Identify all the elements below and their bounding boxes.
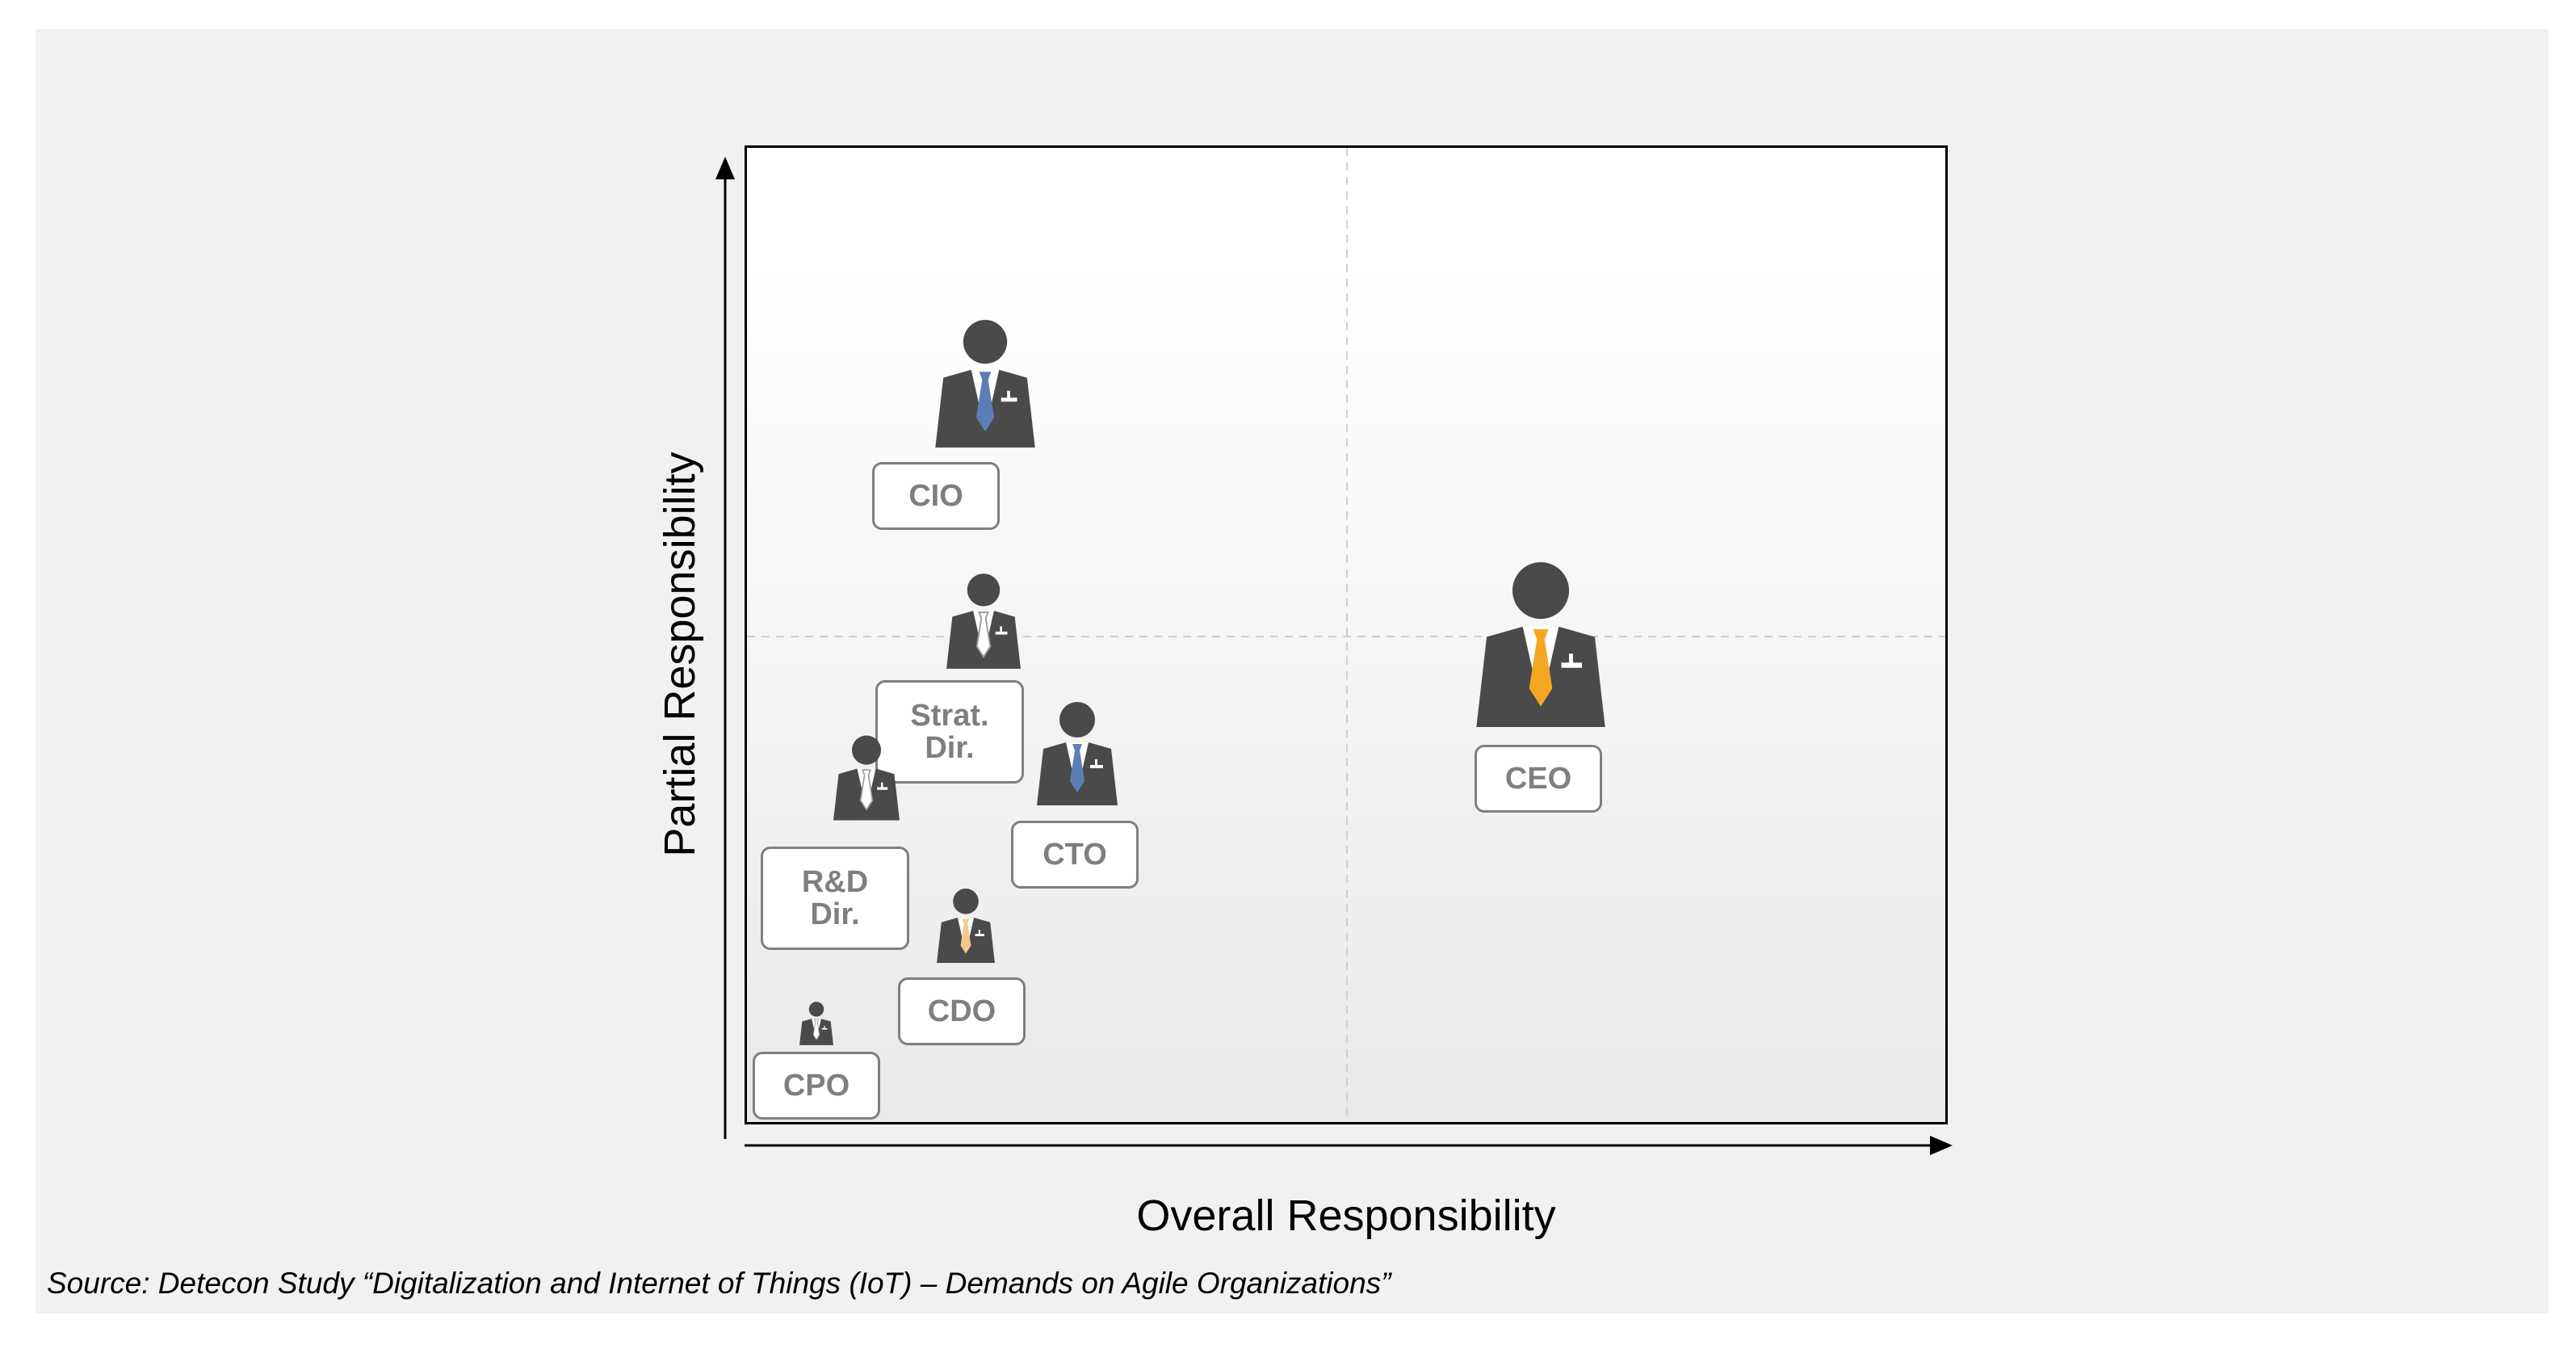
cpo-label-box: CPO: [753, 1052, 880, 1120]
cto-tie: [1070, 744, 1085, 792]
cdo-label: CDO: [927, 994, 996, 1028]
cdo-person-icon: [937, 889, 995, 963]
cpo-person-icon: [799, 1002, 833, 1045]
cio-label: CIO: [908, 479, 963, 513]
strat-dir-label: Strat. Dir.: [910, 699, 989, 765]
rd-dir-person-icon: [833, 735, 900, 821]
cpo-label: CPO: [782, 1069, 850, 1103]
rd-dir-label: R&D Dir.: [801, 865, 869, 931]
strat-dir-tie: [975, 611, 992, 658]
cio-label-box: CIO: [872, 462, 1000, 530]
cto-label-box: CTO: [1011, 821, 1139, 889]
strat-dir-label-box: Strat. Dir.: [875, 680, 1024, 784]
ceo-person-icon: [1476, 562, 1605, 727]
source-note: Source: Detecon Study “Digitalization an…: [47, 1267, 1391, 1300]
rd-dir-label-box: R&D Dir.: [761, 847, 909, 950]
ceo-label: CEO: [1504, 762, 1572, 796]
cio-tie: [975, 372, 995, 432]
cio-person-icon: [935, 320, 1035, 448]
cpo-tie: [812, 1019, 820, 1040]
ceo-tie: [1529, 628, 1553, 707]
x-axis-arrowhead: [1930, 1136, 1953, 1155]
y-axis-arrowhead: [715, 157, 735, 179]
quadrant-gridlines: [747, 148, 1945, 1122]
rd-dir-tie: [859, 769, 874, 811]
cdo-tie: [960, 918, 971, 954]
cdo-label-box: CDO: [898, 977, 1026, 1045]
cto-label: CTO: [1043, 838, 1107, 872]
cto-person-icon: [1037, 702, 1118, 805]
ceo-label-box: CEO: [1475, 745, 1602, 813]
strat-dir-person-icon: [946, 574, 1021, 669]
